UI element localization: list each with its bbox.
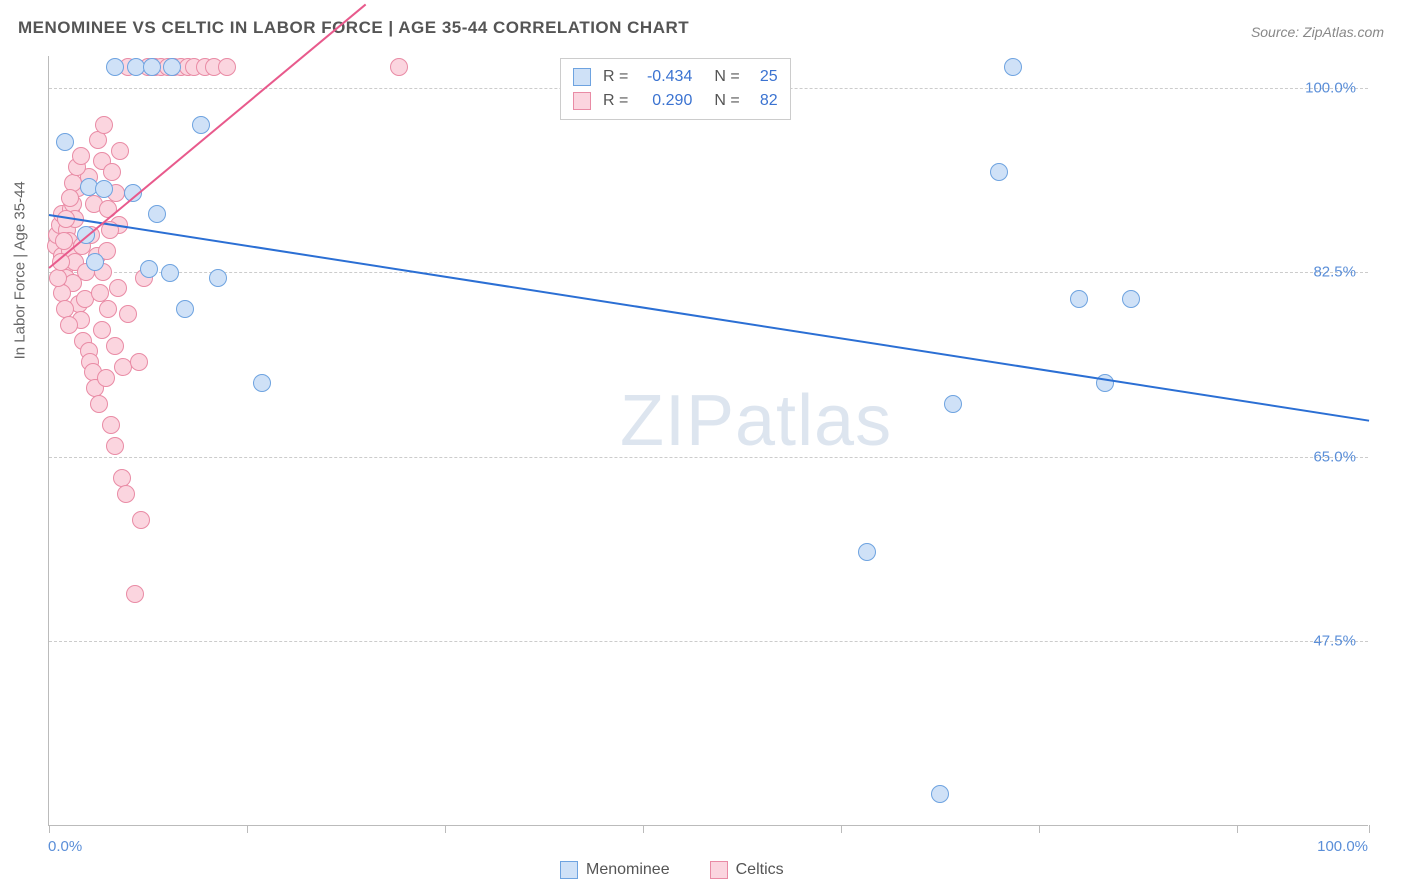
y-tick-label: 47.5% xyxy=(1313,633,1356,650)
y-tick-label: 100.0% xyxy=(1305,79,1356,96)
correlation-legend: R = -0.434 N = 25 R = 0.290 N = 82 xyxy=(560,58,791,120)
chart-container: MENOMINEE VS CELTIC IN LABOR FORCE | AGE… xyxy=(0,0,1406,892)
data-point xyxy=(858,543,876,561)
data-point xyxy=(91,284,109,302)
x-tick xyxy=(1369,825,1370,833)
data-point xyxy=(390,58,408,76)
data-point xyxy=(209,269,227,287)
data-point xyxy=(1122,290,1140,308)
legend-r-value: 0.290 xyxy=(636,89,692,113)
data-point xyxy=(126,585,144,603)
data-point xyxy=(95,180,113,198)
x-tick xyxy=(247,825,248,833)
data-point xyxy=(99,200,117,218)
data-point xyxy=(90,395,108,413)
plot-area: 47.5% 65.0% 82.5% 100.0% xyxy=(48,56,1368,826)
data-point xyxy=(148,205,166,223)
data-point xyxy=(119,305,137,323)
legend-n-label: N = xyxy=(714,89,739,113)
series-legend: Menominee Celtics xyxy=(560,858,810,882)
data-point xyxy=(106,437,124,455)
legend-label: Celtics xyxy=(736,858,784,882)
data-point xyxy=(86,253,104,271)
data-point xyxy=(931,785,949,803)
data-point xyxy=(130,353,148,371)
legend-r-label: R = xyxy=(603,65,628,89)
data-point xyxy=(102,416,120,434)
data-point xyxy=(99,300,117,318)
data-point xyxy=(95,116,113,134)
trend-line xyxy=(49,214,1369,422)
data-point xyxy=(990,163,1008,181)
data-point xyxy=(1070,290,1088,308)
legend-item: Celtics xyxy=(710,858,784,882)
y-axis-label: In Labor Force | Age 35-44 xyxy=(12,181,29,359)
x-tick xyxy=(49,825,50,833)
legend-label: Menominee xyxy=(586,858,670,882)
data-point xyxy=(140,260,158,278)
data-point xyxy=(93,321,111,339)
x-tick-end: 100.0% xyxy=(1317,838,1368,855)
legend-r-value: -0.434 xyxy=(636,65,692,89)
data-point xyxy=(132,511,150,529)
gridline xyxy=(49,457,1368,458)
x-tick xyxy=(445,825,446,833)
data-point xyxy=(253,374,271,392)
data-point xyxy=(106,337,124,355)
data-point xyxy=(49,269,67,287)
data-point xyxy=(111,142,129,160)
legend-r-label: R = xyxy=(603,89,628,113)
x-tick xyxy=(643,825,644,833)
data-point xyxy=(106,58,124,76)
legend-item: Menominee xyxy=(560,858,670,882)
x-tick-start: 0.0% xyxy=(48,838,82,855)
legend-n-value: 82 xyxy=(748,89,778,113)
data-point xyxy=(143,58,161,76)
data-point xyxy=(192,116,210,134)
data-point xyxy=(161,264,179,282)
data-point xyxy=(117,485,135,503)
data-point xyxy=(72,147,90,165)
data-point xyxy=(218,58,236,76)
chart-title: MENOMINEE VS CELTIC IN LABOR FORCE | AGE… xyxy=(18,18,689,38)
data-point xyxy=(89,131,107,149)
legend-n-value: 25 xyxy=(748,65,778,89)
data-point xyxy=(103,163,121,181)
source-label: Source: ZipAtlas.com xyxy=(1251,24,1384,40)
legend-swatch xyxy=(573,92,591,110)
data-point xyxy=(97,369,115,387)
data-point xyxy=(1004,58,1022,76)
data-point xyxy=(60,316,78,334)
legend-swatch xyxy=(560,861,578,879)
legend-n-label: N = xyxy=(714,65,739,89)
legend-swatch xyxy=(710,861,728,879)
x-tick xyxy=(1237,825,1238,833)
x-tick xyxy=(1039,825,1040,833)
data-point xyxy=(56,133,74,151)
data-point xyxy=(109,279,127,297)
data-point xyxy=(163,58,181,76)
legend-swatch xyxy=(573,68,591,86)
y-tick-label: 65.0% xyxy=(1313,448,1356,465)
data-point xyxy=(61,189,79,207)
y-tick-label: 82.5% xyxy=(1313,264,1356,281)
data-point xyxy=(176,300,194,318)
gridline xyxy=(49,641,1368,642)
legend-row: R = 0.290 N = 82 xyxy=(573,89,778,113)
data-point xyxy=(944,395,962,413)
gridline xyxy=(49,272,1368,273)
x-tick xyxy=(841,825,842,833)
legend-row: R = -0.434 N = 25 xyxy=(573,65,778,89)
legend-row: Menominee Celtics xyxy=(560,858,810,882)
data-point xyxy=(55,232,73,250)
